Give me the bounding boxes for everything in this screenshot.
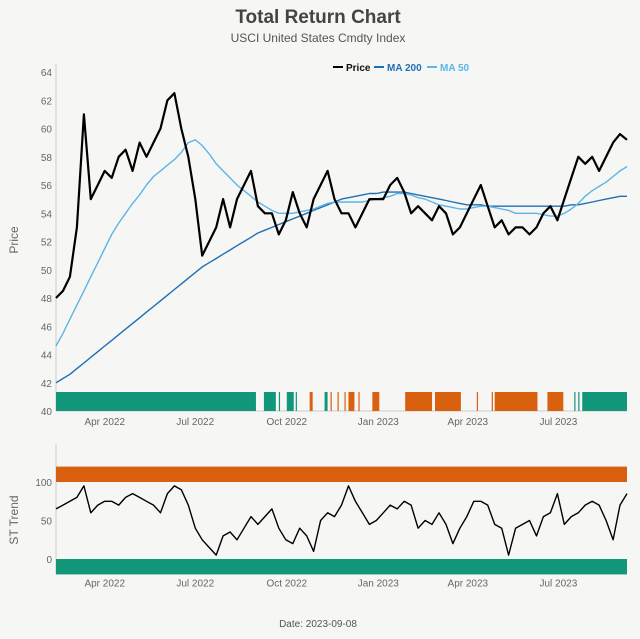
signal-bar-bearish: [547, 392, 564, 411]
signal-bar-bearish: [330, 392, 332, 411]
st-x-tick: Jul 2022: [176, 578, 214, 589]
signal-bar-bearish: [348, 392, 355, 411]
st-x-tick: Apr 2022: [84, 578, 125, 589]
st-y-tick: 50: [41, 517, 53, 528]
footer-date: Date: 2023-09-08: [279, 619, 357, 630]
legend-price[interactable]: Price: [346, 63, 371, 74]
series-price-line: [55, 92, 628, 299]
signal-bar-bearish: [494, 392, 538, 411]
signal-bar-bearish: [344, 392, 346, 411]
st-trend-line: [55, 485, 628, 556]
signal-bar-bullish: [574, 392, 576, 411]
signal-bar-bearish: [405, 392, 433, 411]
price-y-tick: 62: [41, 96, 53, 107]
signal-bar-bullish: [578, 392, 580, 411]
price-y-tick: 42: [41, 379, 53, 390]
price-y-tick: 44: [41, 351, 53, 362]
signal-bar-bearish: [372, 392, 380, 411]
price-x-tick: Apr 2022: [84, 417, 125, 428]
signal-bar-bullish: [56, 392, 256, 411]
price-y-tick: 40: [41, 407, 53, 418]
st-x-tick: Jan 2023: [358, 578, 400, 589]
price-x-tick: Jul 2022: [176, 417, 214, 428]
signal-bar-bullish: [324, 392, 328, 411]
signal-bar-bearish: [435, 392, 461, 411]
price-x-tick: Oct 2022: [266, 417, 307, 428]
legend-ma50[interactable]: MA 50: [440, 63, 470, 74]
st-x-tick: Oct 2022: [266, 578, 307, 589]
price-x-tick: Jul 2023: [539, 417, 577, 428]
signal-bar-bullish: [295, 392, 297, 411]
price-y-tick: 56: [41, 181, 53, 192]
signal-bar-bullish: [582, 392, 627, 411]
chart-title: Total Return Chart: [235, 7, 401, 28]
price-y-tick: 64: [41, 68, 53, 79]
signal-bar-bearish: [337, 392, 339, 411]
st-y-tick: 100: [35, 478, 52, 489]
signal-bar-bullish: [263, 392, 276, 411]
price-y-tick: 50: [41, 266, 53, 277]
signal-bar-bullish: [286, 392, 294, 411]
st-band: [56, 466, 627, 482]
signal-bar-bearish: [476, 392, 478, 411]
price-x-tick: Jan 2023: [358, 417, 400, 428]
price-x-tick: Apr 2023: [448, 417, 489, 428]
signal-bar-bearish: [309, 392, 313, 411]
price-y-tick: 48: [41, 294, 53, 305]
st-trend-axis-label: ST Trend: [7, 495, 21, 544]
series-ma-200-line: [55, 191, 627, 384]
price-axis-label: Price: [7, 226, 21, 254]
st-x-tick: Jul 2023: [539, 578, 577, 589]
price-y-tick: 58: [41, 153, 53, 164]
legend-ma200[interactable]: MA 200: [387, 63, 422, 74]
st-x-tick: Apr 2023: [448, 578, 489, 589]
st-band: [56, 559, 627, 575]
chart-subtitle: USCI United States Cmdty Index: [231, 31, 406, 45]
st-trend-panel: 0 50 100 Apr 2022 Jul 2022 Oct 2022 Jan 2023 Ap…: [35, 443, 628, 589]
signal-bar-bearish: [491, 392, 493, 411]
price-y-tick: 46: [41, 322, 53, 333]
price-panel: 40 42 44 46 48 50 52 54 56 58 60 62 64 Apr 2022 Jul 20…: [41, 64, 628, 428]
price-y-tick: 52: [41, 238, 53, 249]
legend: Price MA 200 MA 50: [333, 63, 470, 74]
price-y-tick: 54: [41, 209, 53, 220]
price-y-tick: 60: [41, 125, 53, 136]
signal-bar-bearish: [358, 392, 360, 411]
st-y-tick: 0: [46, 555, 52, 566]
signal-bar-bullish: [278, 392, 281, 411]
series-ma-50-line: [55, 139, 628, 347]
